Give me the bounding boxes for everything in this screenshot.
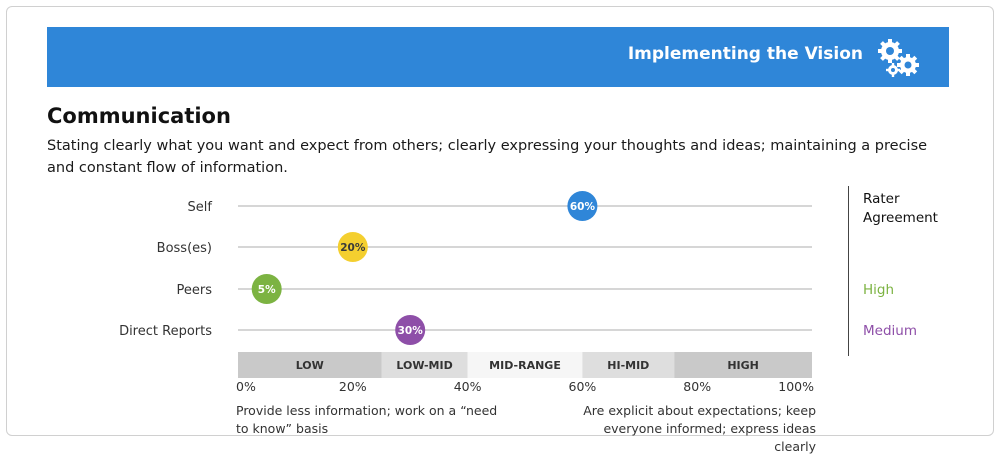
point-direct-reports [395, 315, 426, 345]
point-self [567, 191, 598, 221]
row-label-boss-es: Boss(es) [157, 241, 212, 256]
x-tick-4: 80% [683, 379, 711, 394]
point-label-peers: 5% [258, 284, 276, 296]
x-tick-0: 0% [236, 379, 256, 394]
rating-chart: Self Boss(es) Peers Direct Reports LOW LOW-MI… [119, 191, 814, 394]
rater-agreement-panel: Rater Agreement High Medium [848, 186, 979, 356]
band-label-hi-mid: HI-MID [607, 359, 649, 372]
point-label-self: 60% [570, 201, 596, 213]
band-label-low: LOW [296, 359, 324, 372]
rater-agreement-peers: High [863, 282, 895, 298]
footnote-high: Are explicit about expectations; keep ev… [583, 403, 816, 454]
x-tick-5: 100% [778, 379, 814, 394]
band-mid-range [467, 352, 583, 378]
band-hi-mid [582, 352, 675, 378]
header-banner: Implementing the Vision [47, 27, 949, 87]
point-peers [251, 274, 282, 304]
x-tick-3: 60% [569, 379, 597, 394]
band-label-mid-range: MID-RANGE [489, 359, 561, 372]
band-label-high: HIGH [727, 359, 759, 372]
point-boss-es [337, 232, 368, 262]
point-label-direct-reports: 30% [398, 325, 424, 337]
x-tick-2: 40% [454, 379, 482, 394]
point-label-boss-es: 20% [340, 242, 366, 254]
row-label-self: Self [188, 200, 213, 215]
x-tick-1: 20% [339, 379, 367, 394]
section-heading: Communication [47, 104, 231, 128]
footnote-low: Provide less information; work on a “nee… [236, 403, 498, 436]
banner-title: Implementing the Vision [627, 44, 863, 64]
rater-agreement-title: Rater Agreement [863, 191, 938, 226]
rater-agreement-direct-reports: Medium [863, 323, 917, 339]
band-high [674, 352, 812, 378]
section-description: Stating clearly what you want and expect… [47, 138, 928, 176]
band-low [238, 352, 382, 378]
row-label-direct-reports: Direct Reports [119, 324, 212, 339]
row-label-peers: Peers [177, 283, 213, 298]
band-low-mid [381, 352, 468, 378]
gears-icon [878, 39, 919, 77]
band-label-low-mid: LOW-MID [396, 359, 452, 372]
